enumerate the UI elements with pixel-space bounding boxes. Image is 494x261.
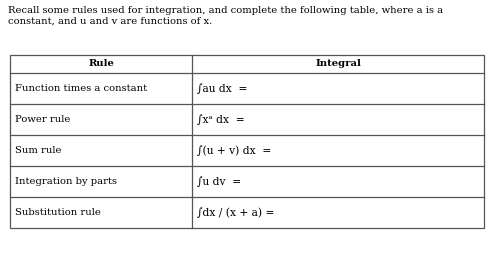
Text: Power rule: Power rule [15, 115, 70, 124]
Text: constant, and u and v are functions of x.: constant, and u and v are functions of x… [8, 17, 212, 26]
Text: ∫(u + v) dx  =: ∫(u + v) dx = [198, 145, 272, 156]
Text: ∫xᵃ dx  =: ∫xᵃ dx = [198, 114, 245, 125]
Text: Function times a constant: Function times a constant [15, 84, 147, 93]
Text: ∫u dv  =: ∫u dv = [198, 176, 242, 187]
Text: ∫dx / (x + a) =: ∫dx / (x + a) = [198, 207, 275, 218]
Text: Integral: Integral [315, 60, 361, 68]
Text: Sum rule: Sum rule [15, 146, 61, 155]
Bar [10, 55, 484, 228]
Text: Rule: Rule [88, 60, 114, 68]
Text: Integration by parts: Integration by parts [15, 177, 117, 186]
Text: Recall some rules used for integration, and complete the following table, where : Recall some rules used for integration, … [8, 6, 443, 15]
Text: ∫au dx  =: ∫au dx = [198, 83, 248, 94]
Text: Substitution rule: Substitution rule [15, 208, 101, 217]
